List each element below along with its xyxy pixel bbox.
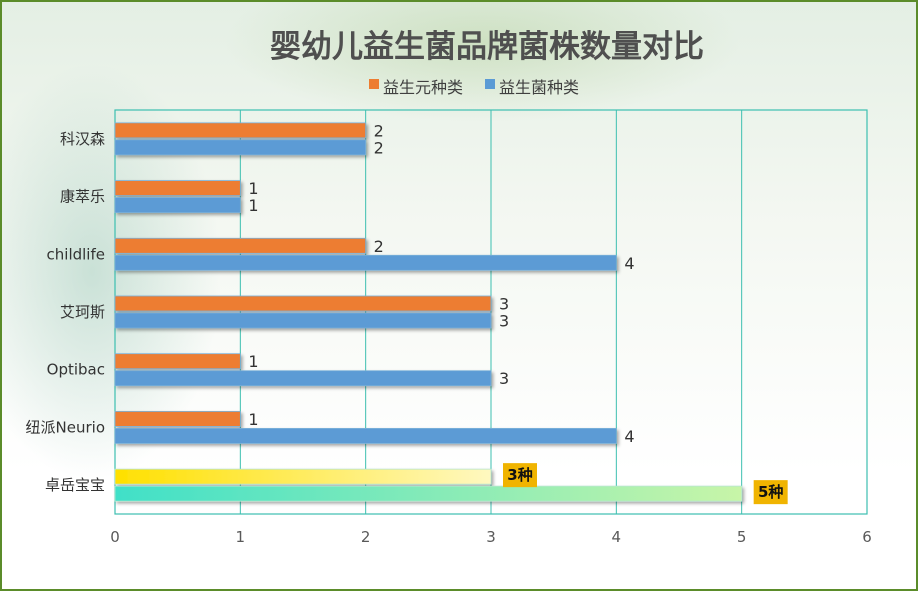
legend-swatch-probiotic bbox=[485, 79, 495, 89]
data-label: 1 bbox=[248, 352, 258, 371]
bar-probiotic bbox=[114, 197, 241, 213]
bar-prebiotic bbox=[114, 237, 367, 254]
legend-label-probiotic: 益生菌种类 bbox=[499, 78, 579, 97]
chart-title: 婴幼儿益生菌品牌菌株数量对比 bbox=[270, 29, 704, 65]
x-tick-label: 1 bbox=[236, 528, 246, 546]
bar-probiotic bbox=[114, 312, 492, 329]
x-tick-label: 4 bbox=[612, 528, 622, 546]
data-label: 4 bbox=[624, 254, 634, 273]
category-label: 纽派Neurio bbox=[26, 418, 105, 436]
bar-probiotic bbox=[114, 370, 492, 387]
data-label: 1 bbox=[248, 196, 258, 215]
bar-prebiotic bbox=[114, 180, 241, 196]
legend-label-prebiotic: 益生元种类 bbox=[383, 78, 463, 97]
data-label: 4 bbox=[624, 427, 634, 446]
bar-prebiotic bbox=[114, 295, 492, 312]
data-label: 3 bbox=[499, 312, 509, 331]
data-label: 1 bbox=[248, 179, 258, 198]
bar-probiotic bbox=[114, 254, 617, 271]
x-tick-label: 0 bbox=[110, 528, 120, 546]
x-tick-label: 5 bbox=[737, 528, 747, 546]
data-label-callout bbox=[503, 463, 537, 488]
x-tick-labels: 0 1 2 3 4 5 6 bbox=[110, 528, 872, 546]
bar-probiotic bbox=[114, 139, 367, 156]
data-label: 2 bbox=[374, 121, 384, 140]
data-label: 3种 bbox=[507, 466, 532, 484]
data-label-callout bbox=[753, 480, 788, 505]
grid-lines bbox=[239, 110, 743, 514]
bars bbox=[114, 122, 743, 502]
category-label: 康萃乐 bbox=[60, 188, 105, 206]
x-tick-label: 6 bbox=[862, 528, 872, 546]
category-label: 科汉森 bbox=[60, 130, 105, 148]
legend: 益生元种类 益生菌种类 bbox=[369, 78, 579, 97]
x-tick-label: 2 bbox=[361, 528, 371, 546]
x-tick-label: 3 bbox=[486, 528, 496, 546]
bar-probiotic bbox=[114, 485, 743, 502]
bar-prebiotic bbox=[114, 468, 492, 485]
data-label: 5种 bbox=[758, 483, 783, 501]
data-label: 2 bbox=[374, 138, 384, 157]
category-label: Optibac bbox=[47, 361, 105, 379]
legend-swatch-prebiotic bbox=[369, 79, 379, 89]
category-label: childlife bbox=[47, 245, 105, 263]
data-label: 2 bbox=[374, 237, 384, 256]
category-label: 卓岳宝宝 bbox=[45, 476, 105, 494]
watercolor-wash-top bbox=[222, 2, 742, 122]
bar-prebiotic bbox=[114, 122, 367, 139]
bar-prebiotic bbox=[114, 411, 241, 427]
data-label: 1 bbox=[248, 410, 258, 429]
data-label: 3 bbox=[499, 295, 509, 314]
data-label: 3 bbox=[499, 369, 509, 388]
bar-prebiotic bbox=[114, 353, 241, 370]
category-label: 艾珂斯 bbox=[60, 303, 105, 321]
bar-probiotic bbox=[114, 428, 617, 444]
